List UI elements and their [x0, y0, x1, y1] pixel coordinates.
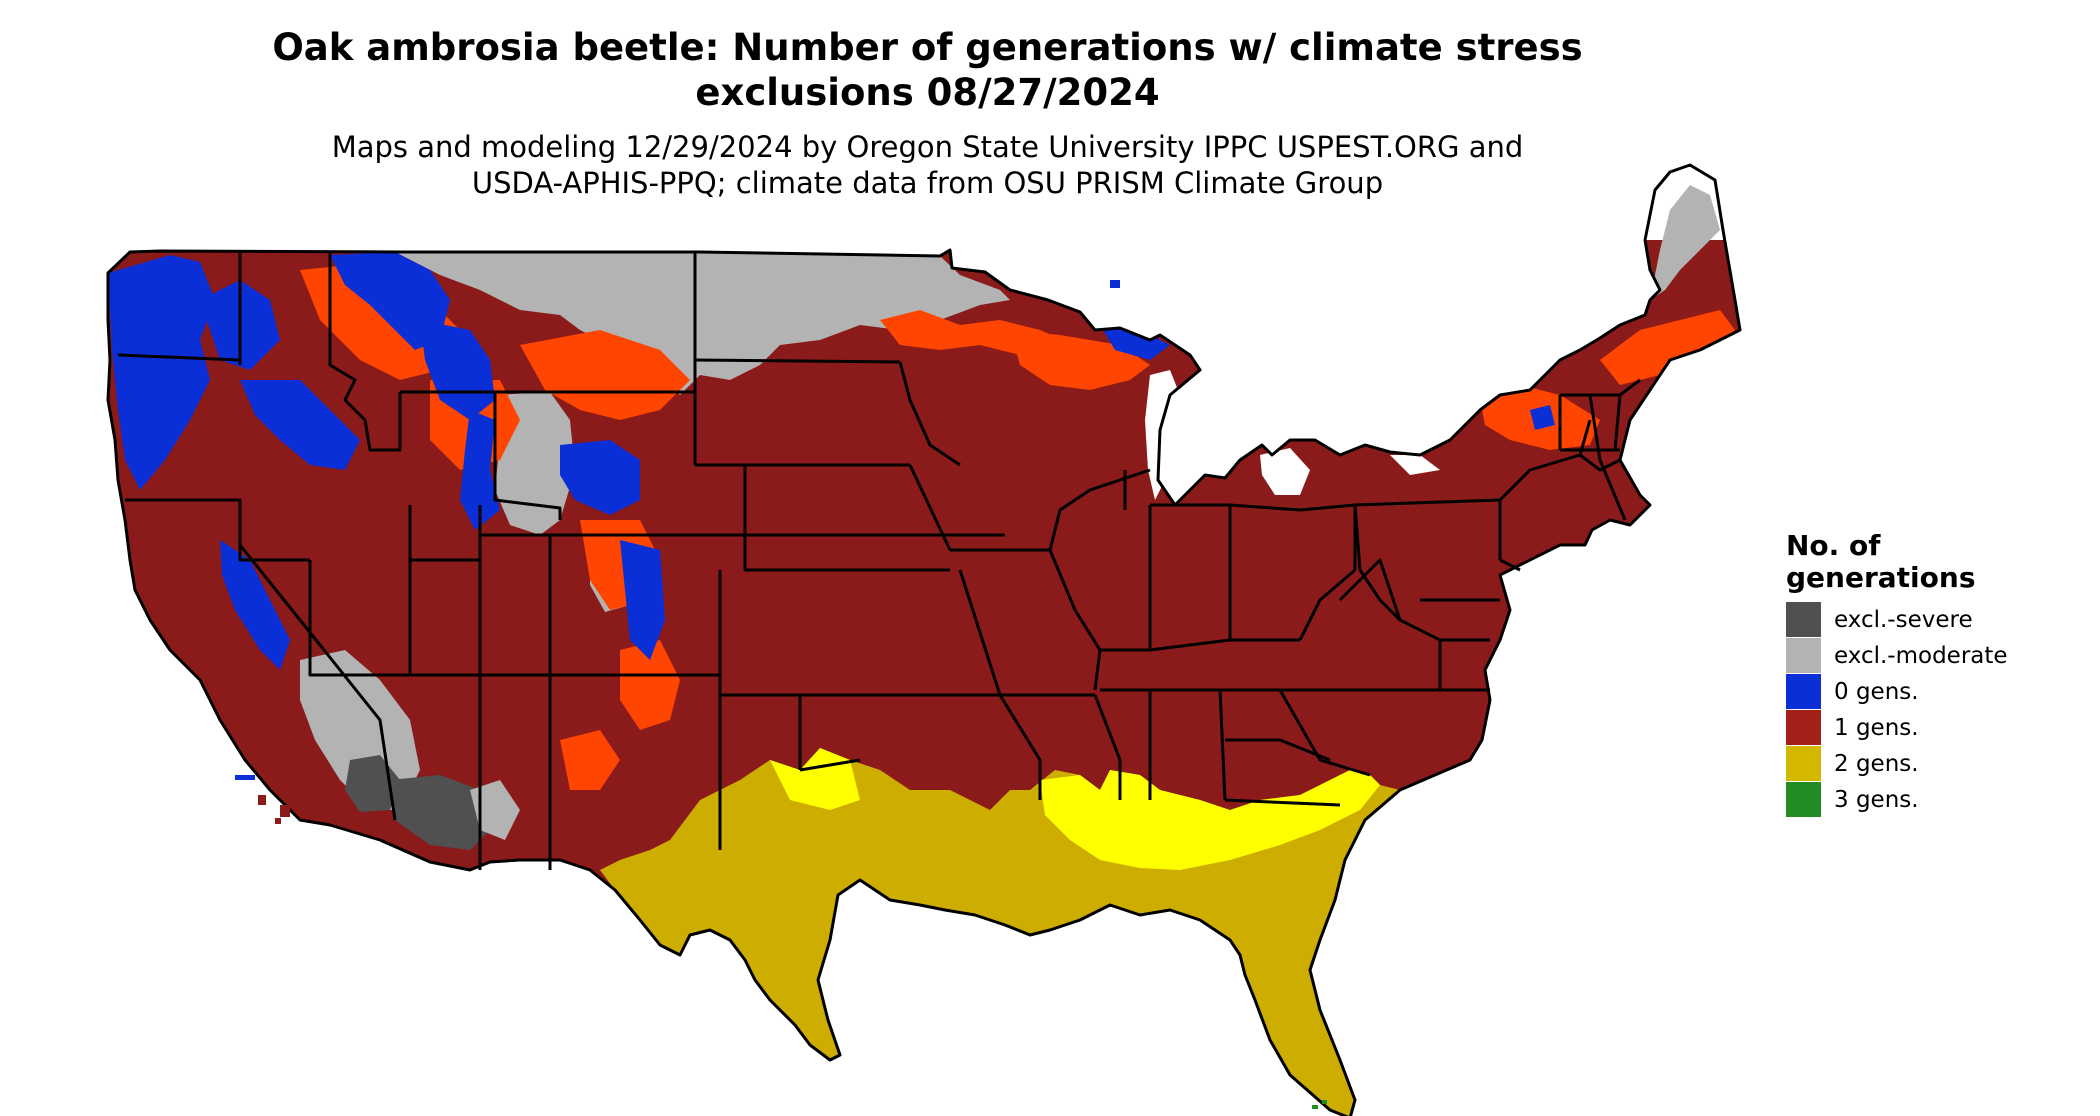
map-title-line1: Oak ambrosia beetle: Number of generatio…	[272, 26, 1583, 69]
legend-label-excl-severe: excl.-severe	[1834, 607, 1973, 633]
legend-swatch-1-gens	[1786, 710, 1821, 745]
legend-swatch-3-gens	[1786, 782, 1821, 817]
legend-label-1-gens: 1 gens.	[1834, 715, 1919, 741]
legend-label-3-gens: 3 gens.	[1834, 787, 1919, 813]
legend-swatch-0-gens	[1786, 674, 1821, 709]
legend-title-line1: No. of	[1786, 529, 1881, 562]
map-subtitle-line1: Maps and modeling 12/29/2024 by Oregon S…	[331, 130, 1524, 164]
legend-label-0-gens: 0 gens.	[1834, 679, 1919, 705]
legend-label-2-gens: 2 gens.	[1834, 751, 1919, 777]
map-subtitle-line2: USDA-APHIS-PPQ; climate data from OSU PR…	[471, 166, 1384, 200]
legend-title-line2: generations	[1786, 561, 1976, 594]
legend-swatch-excl-severe	[1786, 602, 1821, 637]
legend-swatch-2-gens	[1786, 746, 1821, 781]
map-title-line2: exclusions 08/27/2024	[695, 71, 1160, 114]
legend-label-excl-moderate: excl.-moderate	[1834, 643, 2008, 669]
legend-swatch-excl-moderate	[1786, 638, 1821, 673]
